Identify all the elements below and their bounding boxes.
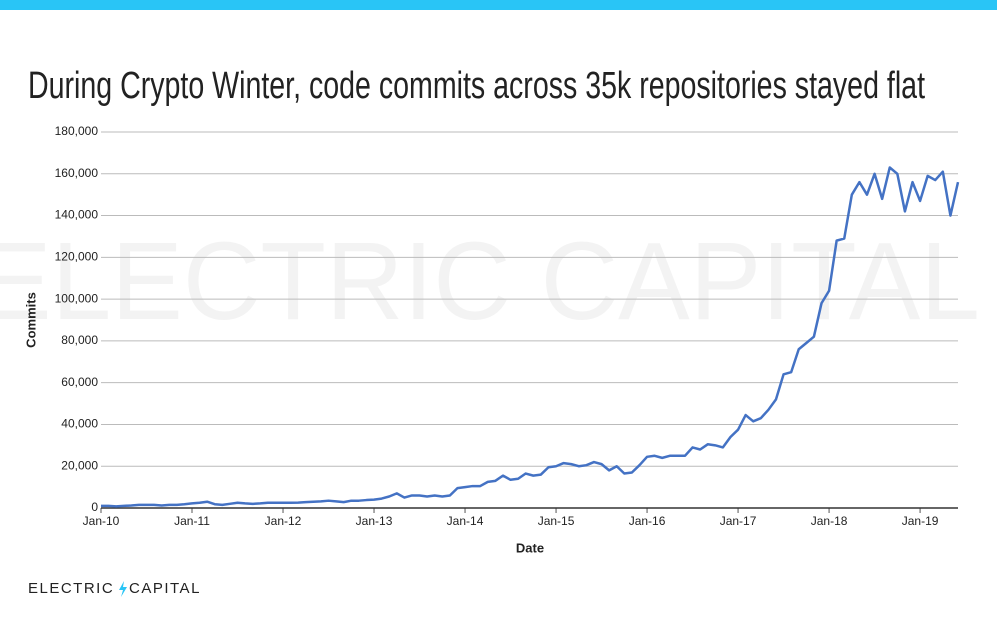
x-tick-label: Jan-19 <box>902 514 939 528</box>
y-tick-label: 160,000 <box>55 166 99 180</box>
y-tick-label: 20,000 <box>61 458 98 472</box>
x-axis-label: Date <box>516 540 544 555</box>
x-tick-label: Jan-11 <box>174 514 210 528</box>
y-tick-label: 140,000 <box>55 208 99 222</box>
x-tick-label: Jan-14 <box>447 514 484 528</box>
x-tick-label: Jan-16 <box>629 514 666 528</box>
x-tick-label: Jan-17 <box>720 514 757 528</box>
data-line <box>101 166 960 508</box>
top-bar <box>0 0 997 10</box>
brand-right: CAPITAL <box>129 580 201 597</box>
watermark: ELECTRIC CAPITAL <box>0 220 980 343</box>
y-tick-label: 40,000 <box>61 417 98 431</box>
x-tick-label: Jan-13 <box>356 514 393 528</box>
y-tick-label: 60,000 <box>61 375 98 389</box>
x-tick-label: Jan-10 <box>83 514 120 528</box>
y-tick-label: 80,000 <box>61 333 98 347</box>
brand-bolt <box>119 581 127 597</box>
x-tick-label: Jan-12 <box>265 514 302 528</box>
brand-left: ELECTRIC <box>28 580 114 597</box>
x-tick-label: Jan-18 <box>811 514 848 528</box>
y-tick-label: 120,000 <box>55 250 99 264</box>
y-tick-label: 180,000 <box>55 124 99 138</box>
x-tick-label: Jan-15 <box>538 514 575 528</box>
chart-title: During Crypto Winter, code commits acros… <box>28 65 925 107</box>
y-tick-label: 100,000 <box>55 291 99 305</box>
y-axis-label: Commits <box>23 292 38 348</box>
y-tick-label: 0 <box>91 500 98 514</box>
